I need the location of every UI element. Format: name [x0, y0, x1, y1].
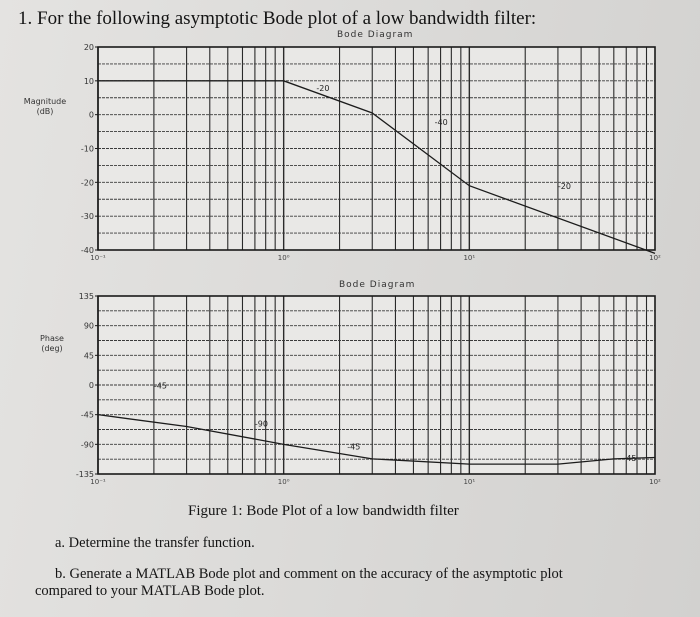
question-part-b-line1: b. Generate a MATLAB Bode plot and comme…	[55, 566, 563, 582]
magnitude-chart-title: Bode Diagram	[337, 30, 414, 40]
figure-caption: Figure 1: Bode Plot of a low bandwidth f…	[188, 503, 459, 519]
phase-axis-label: Phase (deg)	[40, 334, 64, 353]
phase-chart-title: Bode Diagram	[339, 280, 416, 290]
question-title: 1. For the following asymptotic Bode plo…	[18, 8, 537, 29]
magnitude-axis-label: Magnitude (dB)	[23, 97, 67, 116]
question-part-b: b. Generate a MATLAB Bode plot and comme…	[35, 566, 665, 600]
question-part-b-line2: compared to your MATLAB Bode plot.	[35, 583, 265, 599]
question-part-a: a. Determine the transfer function.	[55, 535, 255, 551]
